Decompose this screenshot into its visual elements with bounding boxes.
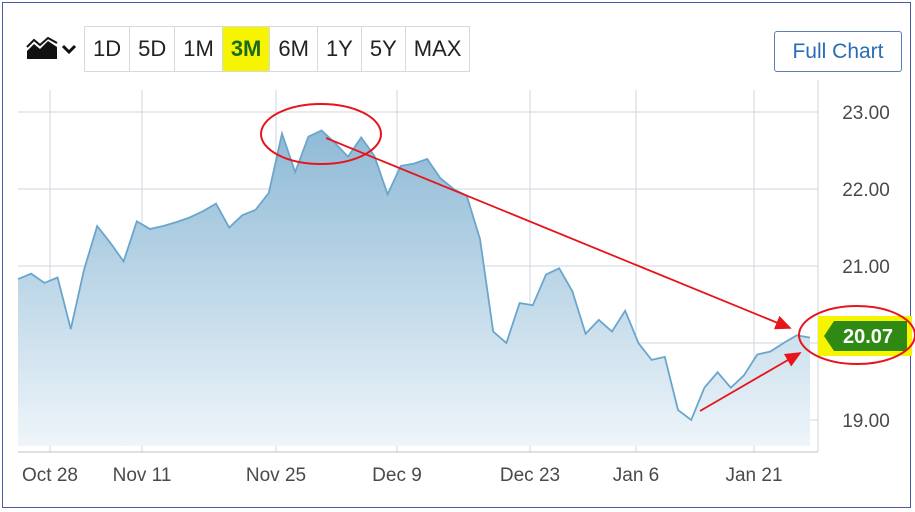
range-button-1d[interactable]: 1D bbox=[85, 27, 131, 71]
decline-arrow bbox=[325, 137, 792, 330]
peak-ellipse bbox=[260, 103, 382, 165]
y-tick-label: 22.00 bbox=[842, 180, 890, 201]
range-button-3m[interactable]: 3M bbox=[222, 27, 271, 71]
current-price-ellipse bbox=[798, 305, 915, 365]
y-tick-label: 19.00 bbox=[842, 411, 890, 432]
current-price-label: 20.07 bbox=[843, 326, 893, 348]
range-button-6m[interactable]: 6M bbox=[270, 27, 318, 71]
x-tick-label: Jan 21 bbox=[725, 465, 782, 486]
range-button-5y[interactable]: 5Y bbox=[362, 27, 406, 71]
range-button-max[interactable]: MAX bbox=[413, 36, 462, 61]
chart-type-selector[interactable] bbox=[18, 27, 84, 71]
range-button-5d[interactable]: 5D bbox=[130, 27, 176, 71]
x-tick-label: Nov 11 bbox=[113, 465, 172, 486]
price-line bbox=[17, 129, 811, 422]
x-tick-label: Oct 28 bbox=[22, 465, 78, 486]
full-chart-button[interactable]: Full Chart bbox=[774, 31, 902, 72]
area-chart-icon bbox=[26, 37, 58, 59]
chart-toolbar: 1D 5D 1M 3M 6M 1Y 5Y MAX bbox=[18, 26, 471, 72]
x-tick-label: Dec 23 bbox=[500, 465, 560, 486]
time-range-group: 1D 5D 1M 3M 6M 1Y 5Y MAX bbox=[84, 26, 471, 72]
range-button-1y[interactable]: 1Y bbox=[318, 27, 362, 71]
price-badge bbox=[824, 321, 907, 351]
x-tick-label: Jan 6 bbox=[613, 465, 659, 486]
recovery-arrow bbox=[699, 352, 802, 412]
range-button-1m[interactable]: 1M bbox=[175, 27, 223, 71]
price-area bbox=[18, 130, 810, 446]
x-tick-label: Dec 9 bbox=[372, 465, 422, 486]
x-tick-label: Nov 25 bbox=[246, 465, 306, 486]
chevron-down-icon bbox=[61, 44, 77, 55]
y-tick-label: 21.00 bbox=[842, 257, 890, 278]
y-tick-label: 23.00 bbox=[842, 103, 890, 124]
